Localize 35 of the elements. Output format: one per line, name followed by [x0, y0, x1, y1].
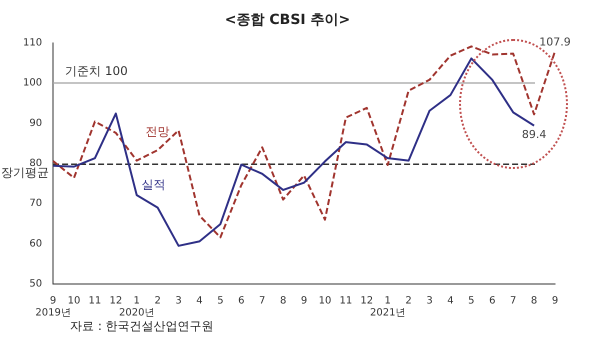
x-tick-label: 2 [154, 296, 161, 307]
x-tick-label: 2 [405, 296, 412, 307]
x-tick-label: 6 [489, 296, 496, 307]
x-tick-label: 12 [360, 296, 374, 307]
x-tick-label: 9 [552, 296, 558, 307]
x-tick-label: 5 [217, 296, 224, 307]
x-tick-label: 5 [468, 296, 475, 307]
y-tick-label: 90 [29, 118, 42, 129]
series-label: 전망 [146, 124, 170, 138]
x-tick-label: 12 [109, 296, 122, 307]
x-tick-label: 10 [68, 296, 80, 307]
x-tick-label: 3 [426, 296, 433, 307]
y-tick-label: 100 [22, 78, 42, 89]
x-tick-label: 7 [259, 296, 266, 307]
x-tick-label: 8 [280, 296, 286, 307]
series-label: 실적 [142, 177, 166, 192]
x-tick-label: 4 [447, 296, 454, 307]
y-tick-label: 110 [22, 37, 42, 48]
x-tick-label: 10 [318, 296, 332, 307]
x-tick-label: 3 [175, 296, 182, 307]
y-tick-label: 60 [29, 238, 42, 250]
data-label: 89.4 [522, 128, 546, 141]
data-label: 107.9 [539, 36, 571, 49]
x-tick-label: 11 [88, 296, 102, 307]
x-tick-label: 8 [530, 296, 538, 307]
x-tick-label: 6 [238, 296, 244, 307]
x-tick-label: 4 [196, 296, 203, 307]
y-tick-label: 50 [29, 278, 42, 290]
x-tick-label: 11 [340, 296, 352, 307]
y-tick-label: 70 [29, 198, 42, 210]
x-tick-label: 7 [510, 296, 516, 307]
ref-line-label: 기준치 100 [65, 64, 128, 78]
chart-title: <종합 CBSI 추이> [224, 12, 350, 28]
x-tick-label: 9 [300, 296, 308, 307]
text: 자료 : 한국건설산업연구원 [70, 319, 214, 333]
